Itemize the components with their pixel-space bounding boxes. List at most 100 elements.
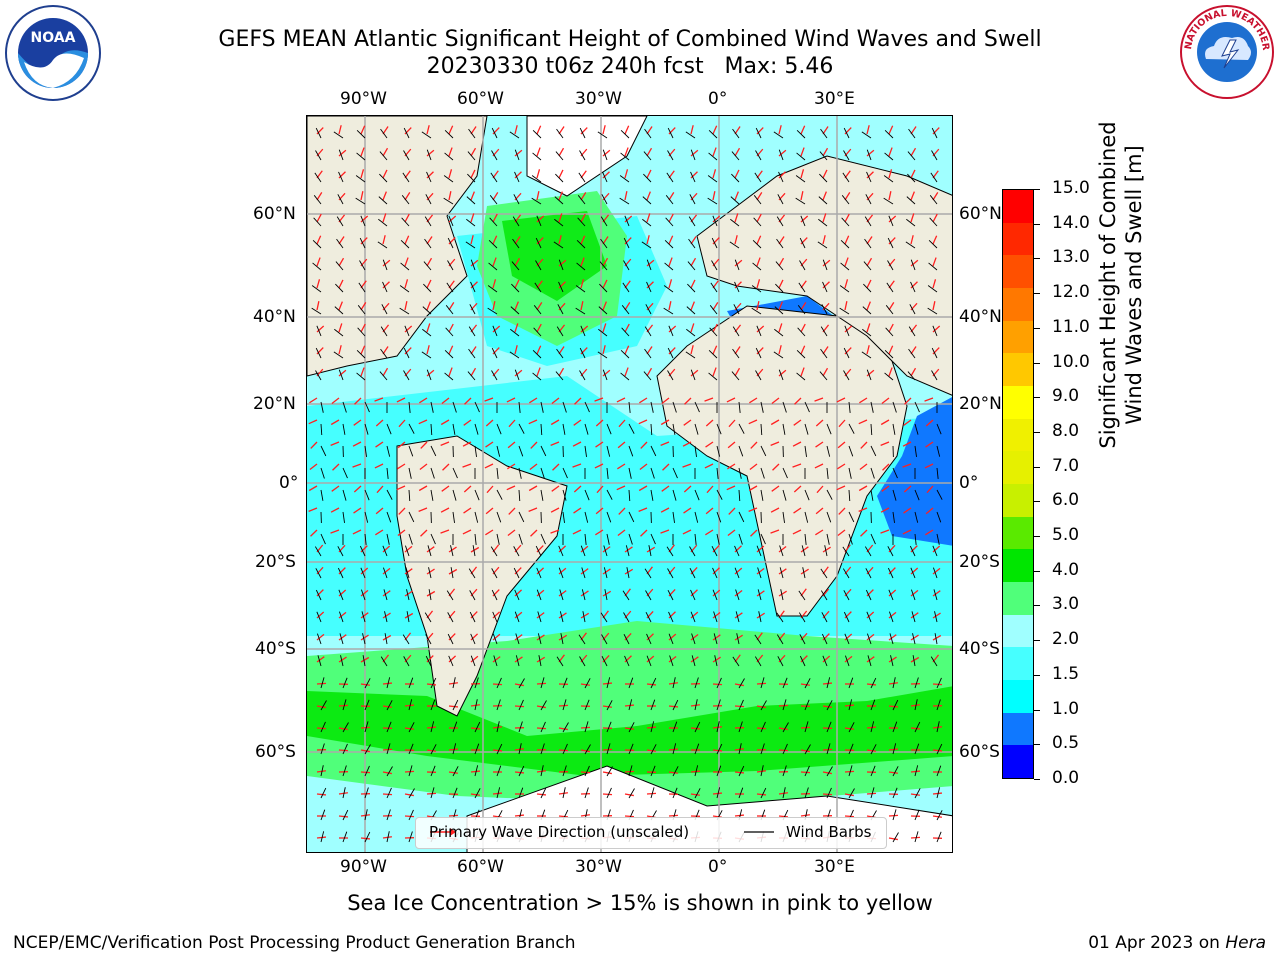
wind-barb [384,611,388,623]
wave-direction-arrow [778,727,788,731]
wind-barb [448,215,454,227]
wave-direction-arrow [904,397,912,405]
wind-barb [839,285,850,293]
lat-tick-right-40n: 40°N [959,307,1002,327]
colorbar-tick-label: 11.0 [1052,316,1090,337]
wind-barb [452,467,458,479]
wave-direction-arrow [646,213,651,223]
wave-direction-arrow [925,529,934,536]
north-america-land [307,116,488,377]
wave-direction-arrow [426,726,437,729]
wave-direction-arrow [594,463,604,469]
wind-barb [672,489,677,501]
wave-direction-arrow [712,125,718,135]
wind-barb [782,743,788,755]
colorbar-tick-mark [1034,674,1040,676]
wave-direction-arrow [536,634,545,641]
wave-direction-arrow [382,567,391,575]
wave-direction-arrow [572,441,582,447]
wind-barb [907,151,916,161]
wind-barb [338,149,344,161]
wind-barb [405,567,410,579]
wave-direction-arrow [360,771,371,774]
wave-direction-arrow [382,147,389,157]
wave-direction-arrow [426,345,430,355]
wave-direction-arrow [382,126,389,135]
wave-direction-arrow [646,633,654,641]
wave-direction-arrow [536,191,540,201]
wave-direction-arrow [778,257,785,267]
wave-direction-arrow [866,125,870,135]
wave-direction-arrow [932,590,941,597]
wind-barb [804,765,810,777]
wind-barb [603,567,608,579]
wind-barb [755,127,762,139]
wind-barb [820,590,828,601]
wave-direction-arrow [778,369,787,377]
wind-barb [518,467,522,479]
wind-barb [518,787,524,799]
wind-barb [510,328,520,337]
wind-barb [400,240,410,249]
wind-barb [584,423,589,435]
wave-direction-arrow [492,656,501,663]
wind-barb [820,128,828,139]
wind-barb [487,307,498,315]
south-america-land [396,435,568,717]
wave-direction-arrow [668,611,676,619]
wind-barb [694,743,700,755]
wave-direction-arrow [558,634,568,641]
wave-direction-arrow [338,634,347,641]
colorbar-tick-label: 8.0 [1052,420,1080,441]
wind-barb [381,304,388,315]
wind-barb [861,131,872,139]
wave-direction-arrow [932,213,938,223]
wave-direction-arrow [690,149,699,157]
colorbar-tick-mark [1034,223,1040,225]
wind-barb [708,350,718,359]
wind-barb [575,307,586,315]
wave-direction-arrow [932,279,937,289]
wave-direction-arrow [662,463,670,471]
wind-barb [474,445,477,457]
wave-direction-arrow [880,529,890,534]
wind-barb [382,545,388,557]
wave-direction-arrow [330,419,340,426]
wind-barb [339,633,344,645]
wave-direction-arrow [866,683,877,686]
wave-direction-arrow [528,419,538,425]
north-atlantic-swell-core [502,211,607,301]
wave-direction-arrow [360,545,368,553]
wind-barb [606,721,612,733]
wave-direction-arrow [594,397,604,402]
wind-barb [444,372,454,381]
wave-direction-arrow [470,169,476,179]
wind-barb [668,325,674,337]
wave-direction-arrow [858,507,868,512]
wave-direction-arrow [580,771,591,774]
wind-barb [646,281,652,293]
wind-barb [597,351,608,359]
lat-tick-right-60n: 60°N [959,204,1002,224]
wind-barb [446,590,454,601]
wave-direction-arrow [536,705,546,709]
wave-direction-arrow [860,529,868,537]
wave-direction-arrow [316,633,325,641]
wind-barb [914,765,919,777]
wave-direction-arrow [382,545,391,553]
wind-barb [691,655,696,667]
wave-direction-arrow [866,656,875,663]
wave-direction-arrow [800,302,807,311]
wave-direction-arrow [426,792,437,795]
wave-direction-arrow [800,125,806,135]
wind-barb [694,699,698,711]
colorbar-tick-mark [1034,501,1040,503]
wave-direction-arrow [646,749,657,752]
wind-barb [491,347,498,359]
wave-direction-arrow [778,149,787,157]
wind-barb [796,152,806,161]
wind-barb [320,677,325,689]
wind-barb [531,197,542,205]
wind-barb [452,677,456,689]
wind-barb [379,151,388,161]
